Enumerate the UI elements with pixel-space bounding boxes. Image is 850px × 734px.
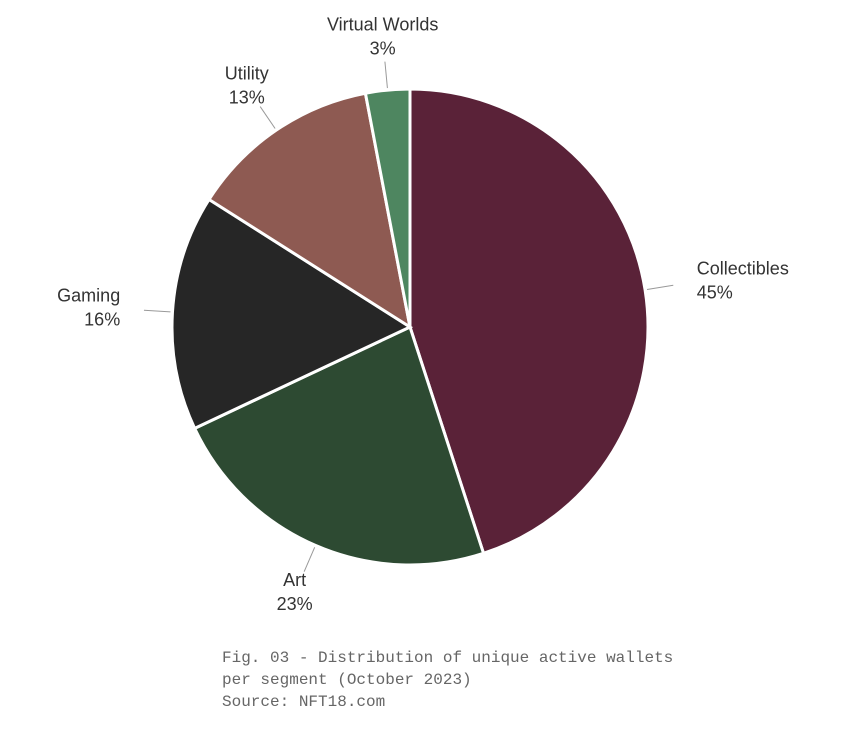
pie-slice bbox=[192, 324, 486, 567]
slice-label: Collectibles bbox=[697, 258, 789, 278]
pie-slice bbox=[363, 87, 412, 328]
caption-line: Fig. 03 - Distribution of unique active … bbox=[222, 649, 673, 667]
leader-line bbox=[303, 547, 316, 572]
pie-slice bbox=[206, 91, 413, 331]
caption-line: Source: NFT18.com bbox=[222, 693, 385, 711]
slice-value-label: 13% bbox=[229, 88, 265, 108]
slice-value-label: 23% bbox=[277, 594, 313, 614]
slice-label: Art bbox=[283, 570, 306, 590]
leader-line bbox=[384, 61, 388, 89]
slice-value-label: 16% bbox=[84, 310, 120, 330]
caption-line: per segment (October 2023) bbox=[222, 671, 472, 689]
leader-line bbox=[646, 284, 674, 290]
slice-label: Virtual Worlds bbox=[327, 15, 438, 35]
pie-slice bbox=[170, 197, 414, 431]
slice-value-label: 3% bbox=[370, 39, 396, 59]
leader-line bbox=[143, 309, 171, 313]
slice-label: Utility bbox=[225, 64, 269, 84]
slice-value-label: 45% bbox=[697, 282, 733, 302]
slice-label: Gaming bbox=[57, 286, 120, 306]
leader-line bbox=[259, 106, 276, 129]
pie-slice bbox=[408, 87, 650, 556]
